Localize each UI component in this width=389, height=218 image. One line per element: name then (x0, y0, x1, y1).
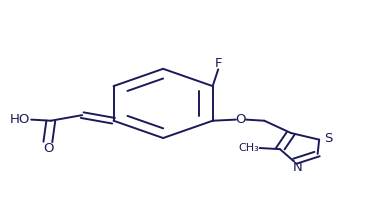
Text: O: O (235, 113, 245, 126)
Text: F: F (214, 57, 222, 70)
Text: S: S (324, 132, 333, 145)
Text: O: O (43, 142, 54, 155)
Text: N: N (293, 161, 303, 174)
Text: HO: HO (10, 113, 30, 126)
Text: CH₃: CH₃ (238, 143, 259, 153)
